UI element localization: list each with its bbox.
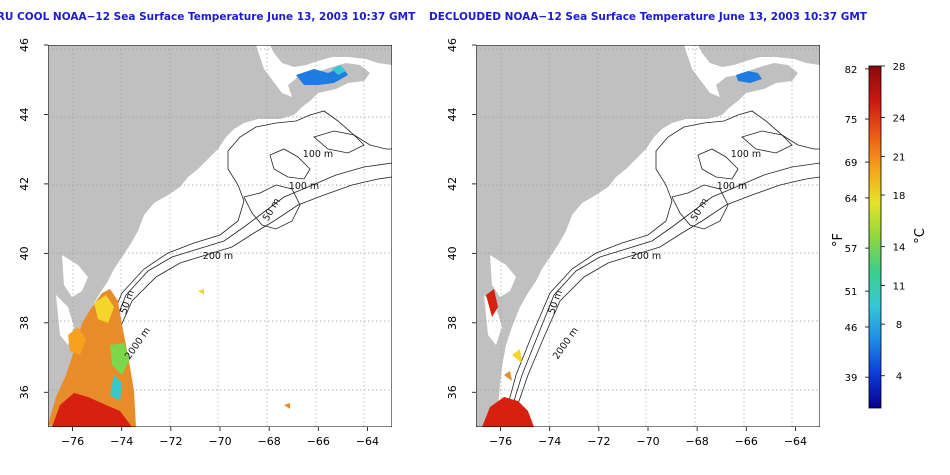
- sst-map-panel-raw: RU COOL NOAA−12 Sea Surface Temperature …: [0, 11, 416, 427]
- lat-tick-label: 46: [18, 38, 31, 52]
- celsius-tick-label: 28: [893, 62, 906, 73]
- lon-tick-label: −64: [784, 435, 807, 448]
- depth-contour-label: 100 m: [717, 181, 747, 192]
- panel-title: RU COOL NOAA−12 Sea Surface Temperature …: [0, 11, 416, 23]
- fahrenheit-tick-label: 69: [845, 158, 858, 169]
- depth-contour-label: 100 m: [289, 181, 319, 192]
- celsius-tick-label: 24: [893, 114, 906, 125]
- lon-tick-label: −70: [208, 435, 231, 448]
- lat-tick-label: 44: [18, 107, 31, 121]
- lon-tick-label: −66: [735, 435, 758, 448]
- depth-contour-label: 200 m: [203, 251, 233, 262]
- celsius-unit-label: °C: [913, 228, 928, 244]
- sst-map-panel-declouded: DECLOUDED NOAA−12 Sea Surface Temperatur…: [429, 11, 868, 427]
- fahrenheit-tick-label: 75: [845, 115, 858, 126]
- lat-tick-label: 42: [18, 177, 31, 191]
- lat-tick-label: 40: [446, 246, 459, 260]
- lat-tick-label: 36: [446, 385, 459, 399]
- celsius-tick-label: 18: [893, 191, 906, 202]
- lon-tick-label: −76: [61, 435, 84, 448]
- fahrenheit-tick-label: 82: [845, 65, 858, 76]
- fahrenheit-tick-label: 46: [845, 323, 858, 334]
- fahrenheit-tick-label: 51: [845, 287, 858, 298]
- lon-tick-label: −72: [587, 435, 610, 448]
- lat-tick-label: 38: [446, 316, 459, 330]
- map-frame: [48, 45, 392, 427]
- lon-tick-label: −68: [686, 435, 709, 448]
- panel-title: DECLOUDED NOAA−12 Sea Surface Temperatur…: [429, 11, 868, 23]
- lon-tick-label: −74: [110, 435, 133, 448]
- lat-tick-label: 36: [18, 385, 31, 399]
- lon-tick-label: −68: [258, 435, 281, 448]
- lat-tick-label: 40: [18, 246, 31, 260]
- celsius-tick-label: 4: [896, 372, 902, 383]
- temperature-colorbar: °F °C 82 75 69 64 57 51 46 39 28 24 21 18 14 11 8 4: [831, 62, 928, 409]
- celsius-tick-label: 14: [893, 243, 906, 254]
- fahrenheit-tick-label: 39: [845, 373, 858, 384]
- depth-contour-label: 200 m: [631, 251, 661, 262]
- lat-tick-label: 44: [446, 107, 459, 121]
- lat-tick-label: 38: [18, 316, 31, 330]
- celsius-tick-label: 8: [896, 320, 902, 331]
- lon-tick-label: −76: [489, 435, 512, 448]
- lat-tick-label: 46: [446, 38, 459, 52]
- celsius-tick-label: 11: [893, 281, 906, 292]
- fahrenheit-tick-label: 64: [845, 194, 858, 205]
- depth-contour-label: 100 m: [303, 149, 333, 160]
- lon-tick-label: −74: [538, 435, 561, 448]
- lon-tick-label: −66: [307, 435, 330, 448]
- fahrenheit-unit-label: °F: [831, 233, 846, 247]
- colorbar-gradient: [868, 65, 882, 409]
- lon-tick-label: −70: [636, 435, 659, 448]
- celsius-tick-label: 21: [893, 152, 906, 163]
- map-frame: [476, 45, 820, 427]
- lon-tick-label: −72: [159, 435, 182, 448]
- depth-contour-label: 100 m: [731, 149, 761, 160]
- fahrenheit-tick-label: 57: [845, 244, 858, 255]
- lon-tick-label: −64: [356, 435, 379, 448]
- lat-tick-label: 42: [446, 177, 459, 191]
